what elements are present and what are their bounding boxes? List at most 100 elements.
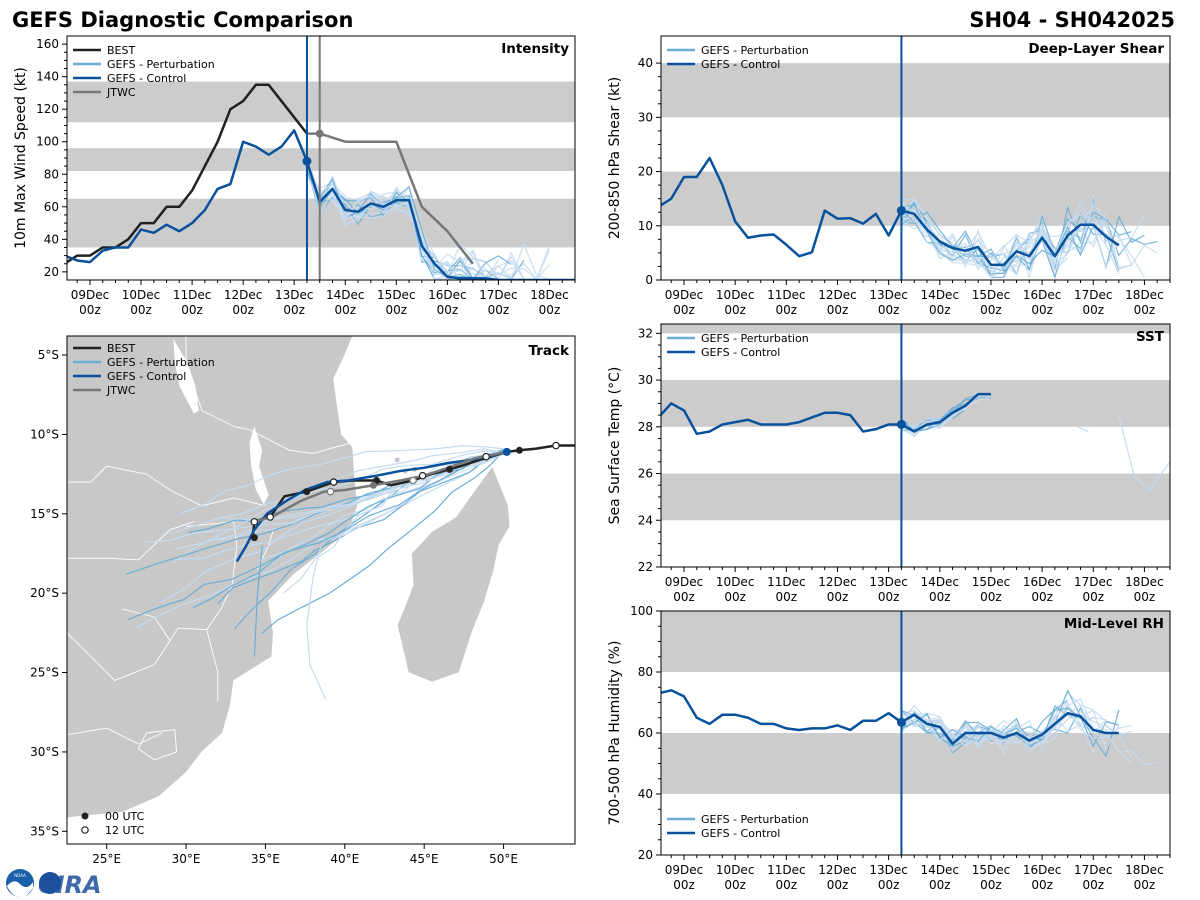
perturbation-series — [1118, 414, 1170, 491]
best-12utc-marker — [266, 513, 275, 521]
x-tick-label: 00z — [130, 303, 152, 317]
legend-12utc-marker — [81, 826, 89, 834]
climatology-band — [67, 81, 575, 123]
climatology-band — [661, 473, 1170, 521]
noaa-wave-icon — [7, 881, 33, 898]
y-tick-label: 20 — [44, 265, 59, 279]
climatology-band — [661, 63, 1170, 118]
legend-label: GEFS - Perturbation — [701, 332, 809, 345]
plot-area — [661, 36, 1170, 280]
perturbation-track — [306, 545, 327, 700]
legend-label: 12 UTC — [105, 824, 145, 837]
x-tick-label: 00z — [1031, 303, 1053, 317]
x-tick-label: 00z — [1134, 590, 1156, 604]
x-tick-label: 00z — [334, 303, 356, 317]
x-tick-label: 00z — [1082, 303, 1104, 317]
panel-title: Track — [529, 343, 570, 359]
perturbation-track — [127, 449, 504, 621]
y-tick-label: 26 — [638, 467, 653, 481]
panel-title: Deep-Layer Shear — [1028, 41, 1164, 57]
country-border — [249, 429, 353, 454]
y-tick-label: 22 — [638, 560, 653, 574]
y-tick-label: 20 — [638, 848, 653, 862]
perturbation-track — [217, 451, 509, 604]
climatology-band — [661, 380, 1170, 427]
control-series — [661, 689, 1119, 745]
x-tick-label: 00z — [673, 878, 695, 892]
perturbation-series — [901, 417, 941, 438]
legend-label: GEFS - Control — [107, 72, 186, 85]
y-axis-label: 700-500 hPa Humidity (%) — [607, 641, 623, 826]
panel-title: Mid-Level RH — [1064, 616, 1164, 632]
perturbation-track — [169, 450, 508, 536]
x-tick-label: 00z — [827, 590, 849, 604]
x-tick-label: 11Dec — [767, 288, 806, 302]
y-tick-label: 40 — [638, 56, 653, 70]
perturbation-series — [901, 210, 1132, 273]
control-init-marker — [896, 206, 906, 216]
legend-label: BEST — [107, 44, 135, 57]
y-tick-label: 32 — [638, 326, 653, 340]
perturbation-track — [261, 449, 505, 634]
legend-label: GEFS - Perturbation — [701, 44, 809, 57]
jtwc-12utc-marker — [409, 476, 417, 485]
cira-logo-text: CIRA — [38, 871, 102, 899]
x-tick-label: 11Dec — [767, 575, 806, 589]
x-tick-label: 18Dec — [1125, 288, 1164, 302]
x-tick-label: 00z — [776, 303, 798, 317]
perturbation-track — [172, 448, 505, 564]
x-tick-label: 14Dec — [326, 288, 365, 302]
x-tick-label: 00z — [827, 303, 849, 317]
x-tick-label: 40°E — [330, 852, 359, 866]
perturbation-series — [1077, 426, 1089, 433]
agency-logos: NOAA CIRA — [6, 869, 102, 899]
x-tick-label: 12Dec — [818, 863, 857, 877]
x-tick-label: 35°E — [251, 852, 280, 866]
plot-area — [661, 611, 1170, 855]
y-tick-label: 10°S — [30, 427, 59, 441]
x-tick-label: 16Dec — [428, 288, 467, 302]
x-tick-label: 00z — [232, 303, 254, 317]
track-panel: 25°E 30°E 35°E 40°E 45°E 50°E 5°S 10°S 15°S 20°S 2… — [30, 335, 576, 866]
y-tick-label: 28 — [638, 420, 653, 434]
legend-label: GEFS - Perturbation — [107, 356, 215, 369]
legend-label: GEFS - Perturbation — [701, 813, 809, 826]
x-tick-label: 09Dec — [71, 288, 110, 302]
intensity-panel: 2040608010012014016009Dec00z10Dec00z11De… — [13, 35, 576, 317]
perturbation-series — [901, 204, 1107, 271]
x-tick-label: 17Dec — [1074, 575, 1113, 589]
y-tick-label: 20 — [638, 165, 653, 179]
x-tick-label: 00z — [980, 878, 1002, 892]
x-tick-label: 17Dec — [1074, 863, 1113, 877]
country-border — [122, 608, 171, 642]
best-series — [67, 83, 308, 264]
x-tick-label: 13Dec — [869, 575, 908, 589]
x-tick-label: 00z — [878, 590, 900, 604]
x-tick-label: 10Dec — [716, 575, 755, 589]
y-tick-label: 30 — [638, 110, 653, 124]
x-tick-label: 00z — [878, 303, 900, 317]
country-border — [67, 727, 163, 745]
jtwc-init-marker — [315, 129, 324, 138]
jtwc-00utc-marker — [369, 481, 377, 489]
legend-label: GEFS - Perturbation — [107, 58, 215, 71]
legend-label: JTWC — [106, 384, 136, 397]
climatology-band — [661, 324, 1170, 334]
climatology-band — [67, 148, 575, 172]
perturbation-series — [901, 707, 1081, 742]
africa-landmass — [67, 336, 358, 819]
x-tick-label: 13Dec — [869, 288, 908, 302]
jtwc-12utc-marker — [326, 487, 335, 496]
x-tick-label: 00z — [437, 303, 459, 317]
y-tick-label: 30 — [638, 373, 653, 387]
x-tick-label: 00z — [776, 878, 798, 892]
x-tick-label: 14Dec — [921, 575, 960, 589]
plot-area — [67, 36, 575, 280]
perturbation-track — [179, 445, 512, 515]
x-tick-label: 00z — [1134, 303, 1156, 317]
x-tick-label: 00z — [776, 590, 798, 604]
country-border — [185, 336, 250, 431]
best-00utc-marker — [303, 488, 311, 496]
x-tick-label: 11Dec — [173, 288, 212, 302]
legend-label: JTWC — [106, 86, 136, 99]
